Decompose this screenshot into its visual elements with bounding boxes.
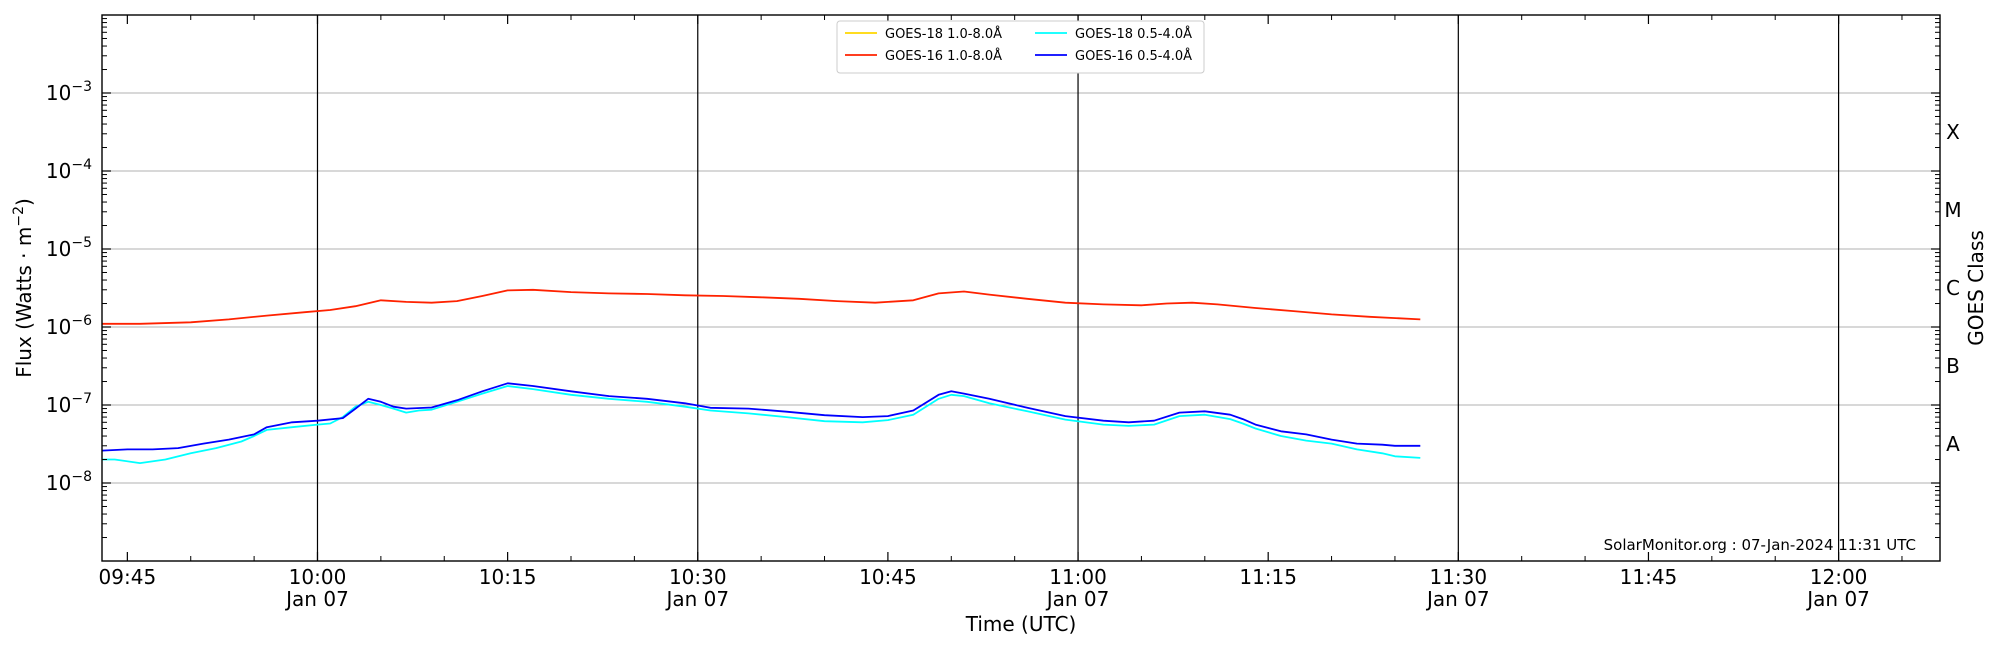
series-lines (101, 288, 1421, 465)
x-tick-label: 10:15 (479, 565, 537, 589)
grid-lines (102, 92, 1940, 484)
vertical-day-lines (316, 15, 1840, 561)
legend-entry: GOES-18 1.0-8.0Å (885, 26, 1002, 42)
y-axis-ticks: 10−8 10−7 10−6 10−5 10−4 10−3 (46, 18, 1940, 539)
plot-frame (101, 14, 1941, 562)
legend: GOES-18 1.0-8.0Å GOES-16 1.0-8.0Å GOES-18 … (836, 20, 1205, 74)
series-line-2 (102, 385, 1421, 465)
goes-class-x: X (1946, 120, 1960, 144)
x-tick-label: 11:00 (1049, 565, 1107, 589)
goes-class-axis-label: GOES Class (1964, 230, 1988, 346)
legend-entry: GOES-16 0.5-4.0Å (1075, 48, 1192, 64)
goes-class-a: A (1946, 432, 1960, 456)
y-tick-label: 10−6 (46, 313, 92, 339)
x-tick-date: Jan 07 (284, 587, 349, 611)
x-tick-date: Jan 07 (1425, 587, 1490, 611)
y-tick-label: 10−8 (46, 469, 92, 495)
legend-entry: GOES-18 0.5-4.0Å (1075, 26, 1192, 42)
series-line-1 (102, 288, 1421, 325)
credit-text: SolarMonitor.org : 07-Jan-2024 11:31 UTC (1604, 536, 1916, 554)
legend-box (836, 20, 1205, 74)
y-tick-label: 10−5 (46, 235, 92, 261)
x-tick-date: Jan 07 (1805, 587, 1870, 611)
y-tick-label: 10−3 (46, 79, 92, 105)
x-tick-label: 09:45 (99, 565, 157, 589)
x-axis-label: Time (UTC) (965, 612, 1077, 636)
goes-class-c: C (1946, 276, 1960, 300)
x-tick-label: 10:30 (669, 565, 727, 589)
x-tick-label: 10:45 (859, 565, 917, 589)
x-tick-label: 10:00 (289, 565, 347, 589)
x-tick-label: 11:15 (1239, 565, 1297, 589)
y-axis-label: Flux (Watts · m−2) (11, 198, 36, 378)
x-tick-label: 11:45 (1620, 565, 1678, 589)
series-line-3 (101, 382, 1421, 452)
goes-class-m: M (1944, 198, 1961, 222)
x-tick-label: 12:00 (1810, 565, 1868, 589)
y-tick-label: 10−4 (46, 157, 92, 183)
goes-class-b: B (1946, 354, 1960, 378)
x-tick-date: Jan 07 (1045, 587, 1110, 611)
x-tick-date: Jan 07 (664, 587, 729, 611)
x-tick-label: 11:30 (1429, 565, 1487, 589)
legend-entry: GOES-16 1.0-8.0Å (885, 48, 1002, 64)
goes-class-labels: A B C M X (1944, 120, 1961, 456)
y-tick-label: 10−7 (46, 391, 92, 417)
